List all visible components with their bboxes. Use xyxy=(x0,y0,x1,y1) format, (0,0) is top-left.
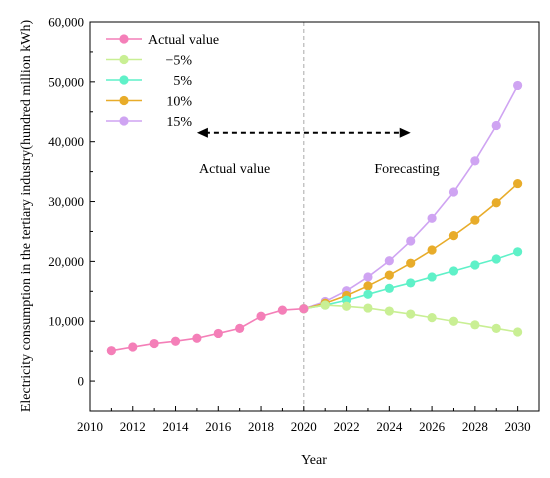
series-3-point xyxy=(470,215,480,225)
y-tick-label: 20,000 xyxy=(48,254,84,269)
series-0-point xyxy=(128,342,138,352)
series-0-point xyxy=(299,304,309,314)
y-tick-label: 60,000 xyxy=(48,15,84,30)
legend-marker-0 xyxy=(119,34,129,44)
x-tick-label: 2018 xyxy=(248,419,274,434)
series-0-point xyxy=(149,338,159,349)
series-3-point xyxy=(384,270,394,280)
x-tick-label: 2016 xyxy=(205,419,232,434)
series-4-point xyxy=(448,187,459,197)
series-0-line xyxy=(111,307,304,352)
y-tick-label: 50,000 xyxy=(48,74,84,89)
series-3-point xyxy=(427,245,437,255)
axes-layer: 2010 2012 2014 2016 2018 2020 2022 2024 2026 2028… xyxy=(48,15,530,435)
x-tick-label: 2022 xyxy=(334,419,360,434)
arrow-head-left xyxy=(196,127,208,138)
series-0-point xyxy=(256,311,266,321)
series-2-point xyxy=(384,283,394,293)
series-0-point xyxy=(213,328,223,339)
series-4-point xyxy=(363,272,373,282)
series-2-point xyxy=(491,254,501,264)
x-tick-label: 2028 xyxy=(462,419,488,434)
series-1-point xyxy=(448,316,459,326)
y-tick-label: 10,000 xyxy=(48,314,84,329)
series-1-point xyxy=(341,301,352,311)
y-axis-title: Electricity consumption in the tertiary … xyxy=(19,20,34,413)
series-4-point xyxy=(513,80,523,91)
legend-label-3: 10% xyxy=(166,95,192,110)
x-tick-label: 2012 xyxy=(120,419,146,434)
series-3-point xyxy=(448,231,459,241)
legend: Actual value −5% 5% 10% 15% xyxy=(106,33,219,130)
x-tick-label: 2020 xyxy=(291,419,317,434)
series-3-point xyxy=(491,198,501,208)
series-2-point xyxy=(363,289,373,299)
series-1-point xyxy=(513,327,523,337)
series-1-point xyxy=(363,303,373,313)
series-1-point xyxy=(427,313,437,323)
series-3-point xyxy=(513,178,523,189)
x-tick-label: 2026 xyxy=(419,419,446,434)
series-3-point xyxy=(363,281,373,291)
series-2-point xyxy=(470,260,480,270)
series-1-point xyxy=(491,323,501,334)
arrow-head-right xyxy=(399,127,411,138)
series-0-point xyxy=(106,346,116,356)
series-4-point xyxy=(470,156,480,166)
series-1-point xyxy=(470,320,480,330)
x-axis-title: Year xyxy=(301,453,327,468)
plot-layer: Actual value Forecasting xyxy=(106,22,523,411)
legend-label-0: Actual value xyxy=(148,33,219,48)
x-tick-label: 2030 xyxy=(505,419,531,434)
plot-frame xyxy=(89,21,540,412)
legend-marker-2 xyxy=(119,75,129,85)
series-0-point xyxy=(277,305,288,315)
y-tick-label: 0 xyxy=(78,374,85,389)
series-0-point xyxy=(192,333,202,343)
series-4-point xyxy=(384,256,394,266)
series-2-point xyxy=(448,266,459,276)
legend-label-4: 15% xyxy=(166,115,192,130)
series-4-point xyxy=(427,213,437,223)
x-tick-label: 2014 xyxy=(163,419,190,434)
legend-marker-1 xyxy=(119,54,129,65)
y-tick-label: 30,000 xyxy=(48,194,84,209)
legend-marker-3 xyxy=(119,95,129,106)
x-tick-label: 2024 xyxy=(376,419,403,434)
series-4-point xyxy=(406,236,416,246)
series-2-point xyxy=(406,278,416,288)
series-0-point xyxy=(235,323,245,333)
series-1-point xyxy=(320,300,330,310)
annotation-actual: Actual value xyxy=(199,162,270,177)
series-3-point xyxy=(406,258,416,268)
legend-label-2: 5% xyxy=(173,74,192,89)
annotation-forecast: Forecasting xyxy=(374,162,439,177)
series-0-point xyxy=(170,336,181,346)
series-2-point xyxy=(513,247,523,257)
legend-marker-4 xyxy=(119,116,129,126)
series-1-point xyxy=(406,309,416,319)
legend-label-1: −5% xyxy=(165,54,192,69)
series-4-point xyxy=(491,120,501,131)
series-1-point xyxy=(384,306,394,316)
y-tick-label: 40,000 xyxy=(48,134,84,149)
x-tick-label: 2010 xyxy=(77,419,103,434)
series-2-point xyxy=(427,272,437,282)
